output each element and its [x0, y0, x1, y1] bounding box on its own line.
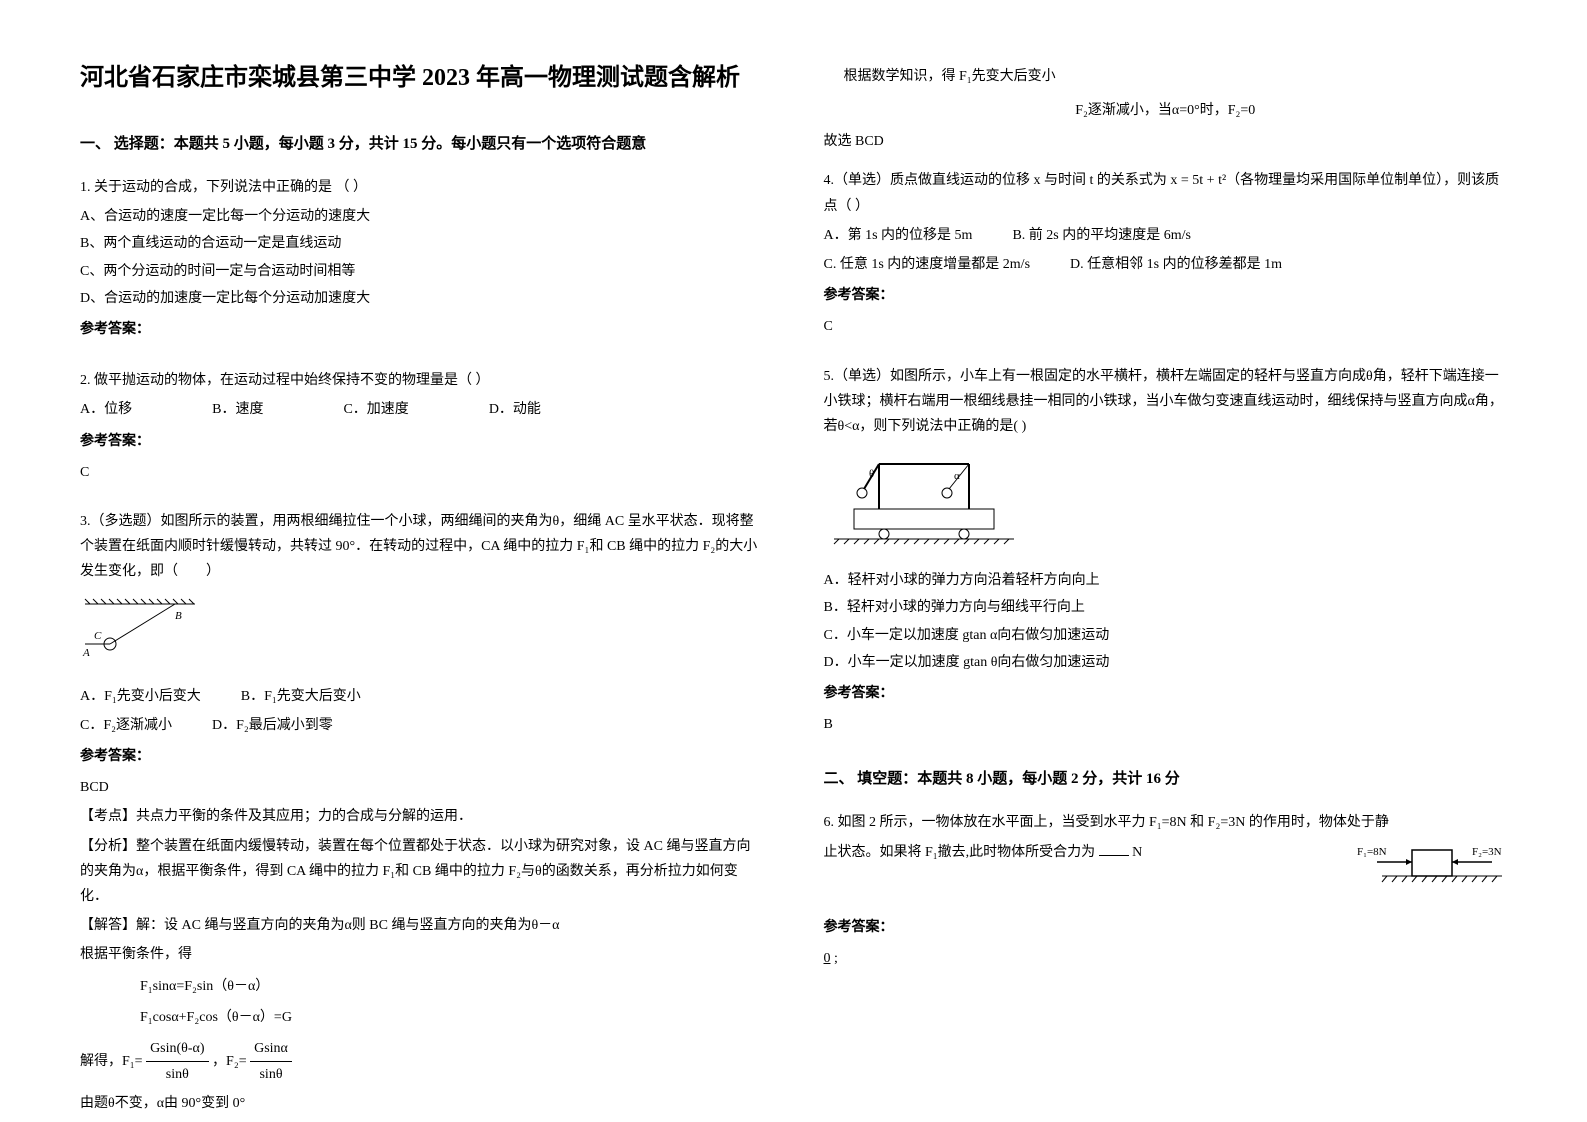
q6-stem3: N [1132, 845, 1142, 860]
q3-option-a: A．F₁先变小后变大 [80, 684, 201, 709]
svg-text:α: α [954, 470, 960, 482]
q5-option-c: C．小车一定以加速度 gtan α向右做匀加速运动 [824, 623, 1508, 648]
question-3: 3.（多选题）如图所示的装置，用两根细绳拉住一个小球，两细绳间的夹角为θ，细绳 … [80, 509, 764, 1121]
svg-text:C: C [94, 630, 102, 642]
question-2: 2. 做平抛运动的物体，在运动过程中始终保持不变的物理量是（ ） A．位移 B．… [80, 368, 764, 489]
document-title: 河北省石家庄市栾城县第三中学 2023 年高一物理测试题含解析 [80, 60, 764, 96]
q3-cont-line3: 故选 BCD [824, 129, 1508, 154]
q3-option-d: D．F₂最后减小到零 [212, 713, 333, 738]
q5-diagram: θ α [824, 449, 1508, 558]
q3-frac1: Gsin(θ-α) sinθ [146, 1036, 208, 1087]
q3-formula2: F₁cosα+F₂cos（θ－α）=G [140, 1005, 764, 1030]
q5-answer: B [824, 712, 1508, 737]
question-1: 1. 关于运动的合成，下列说法中正确的是 （ ） A、合运动的速度一定比每一个分… [80, 175, 764, 348]
q4-options-ab: A．第 1s 内的位移是 5m B. 前 2s 内的平均速度是 6m/s [824, 223, 1508, 248]
question-4: 4.（单选）质点做直线运动的位移 x 与时间 t 的关系式为 x = 5t + … [824, 168, 1508, 343]
q3-cont-line2: F₂逐渐减小，当α=0°时，F₂=0 [824, 99, 1508, 119]
q3-frac2-num: Gsinα [250, 1036, 292, 1062]
q6-answer-val: 0 [824, 951, 831, 966]
q3-cont-line1: 根据数学知识，得 F₁先变大后变小 [844, 64, 1508, 89]
q3-jieda: 【解答】解：设 AC 绳与竖直方向的夹角为α则 BC 绳与竖直方向的夹角为θ－α [80, 913, 764, 938]
q4-answer-label: 参考答案： [824, 283, 1508, 308]
q3-jieda2: 根据平衡条件，得 [80, 942, 764, 967]
q3-frac1-den: sinθ [146, 1062, 208, 1087]
q2-option-c: C．加速度 [343, 397, 408, 422]
q3-diagram: B C A [80, 594, 764, 673]
q4-option-c: C. 任意 1s 内的速度增量都是 2m/s [824, 252, 1031, 277]
q6-diagram: F₁=8N F₂=3N [1337, 840, 1507, 909]
svg-text:A: A [82, 647, 90, 659]
q2-answer-label: 参考答案： [80, 429, 764, 454]
q4-option-a: A．第 1s 内的位移是 5m [824, 223, 973, 248]
q6-row: 止状态。如果将 F₁撤去,此时物体所受合力为 N F₁=8N F₂=3N [824, 840, 1508, 909]
q2-option-a: A．位移 [80, 397, 132, 422]
q6-stem2: 止状态。如果将 F₁撤去,此时物体所受合力为 [824, 845, 1096, 860]
svg-text:θ: θ [869, 468, 874, 480]
q6-answer-label: 参考答案： [824, 915, 1508, 940]
q4-stem: 4.（单选）质点做直线运动的位移 x 与时间 t 的关系式为 x = 5t + … [824, 168, 1508, 218]
q5-option-b: B．轻杆对小球的弹力方向与细线平行向上 [824, 595, 1508, 620]
q5-diagram-svg: θ α [824, 449, 1024, 549]
q6-blank [1099, 855, 1129, 856]
question-5: 5.（单选）如图所示，小车上有一根固定的水平横杆，横杆左端固定的轻杆与竖直方向成… [824, 364, 1508, 742]
q5-answer-label: 参考答案： [824, 681, 1508, 706]
section2-header: 二、 填空题：本题共 8 小题，每小题 2 分，共计 16 分 [824, 767, 1508, 788]
q3-jieda3-row: 解得，F₁= Gsin(θ-α) sinθ ，F₂= Gsinα sinθ [80, 1036, 764, 1087]
q3-formula1: F₁sinα=F₂sin（θ－α） [140, 974, 764, 999]
q3-frac1-num: Gsin(θ-α) [146, 1036, 208, 1062]
svg-text:F₁=8N: F₁=8N [1357, 846, 1387, 858]
q4-answer: C [824, 314, 1508, 339]
question-6: 6. 如图 2 所示，一物体放在水平面上，当受到水平力 F₁=8N 和 F₂=3… [824, 810, 1508, 975]
q3-stem: 3.（多选题）如图所示的装置，用两根细绳拉住一个小球，两细绳间的夹角为θ，细绳 … [80, 509, 764, 585]
left-column: 河北省石家庄市栾城县第三中学 2023 年高一物理测试题含解析 一、 选择题：本… [80, 60, 764, 1062]
q3-option-b: B．F₁先变大后变小 [241, 684, 361, 709]
q6-answer: 0 ; [824, 946, 1508, 971]
q1-stem: 1. 关于运动的合成，下列说法中正确的是 （ ） [80, 175, 764, 200]
q2-stem: 2. 做平抛运动的物体，在运动过程中始终保持不变的物理量是（ ） [80, 368, 764, 393]
q5-option-d: D．小车一定以加速度 gtan θ向右做匀加速运动 [824, 650, 1508, 675]
q3-answer-label: 参考答案： [80, 744, 764, 769]
q1-option-b: B、两个直线运动的合运动一定是直线运动 [80, 231, 764, 256]
q3-jieda5: 由题θ不变，α由 90°变到 0° [80, 1091, 764, 1116]
q3-options-ab: A．F₁先变小后变大 B．F₁先变大后变小 [80, 684, 764, 709]
q1-answer-label: 参考答案： [80, 317, 764, 342]
q2-option-d: D．动能 [489, 397, 541, 422]
q4-options-cd: C. 任意 1s 内的速度增量都是 2m/s D. 任意相邻 1s 内的位移差都… [824, 252, 1508, 277]
q3-option-c: C．F₂逐渐减小 [80, 713, 172, 738]
right-column: 根据数学知识，得 F₁先变大后变小 F₂逐渐减小，当α=0°时，F₂=0 故选 … [824, 60, 1508, 1062]
q3-kaodian: 【考点】共点力平衡的条件及其应用；力的合成与分解的运用． [80, 804, 764, 829]
q5-option-a: A．轻杆对小球的弹力方向沿着轻杆方向向上 [824, 568, 1508, 593]
q3-frac2: Gsinα sinθ [250, 1036, 292, 1087]
q1-option-d: D、合运动的加速度一定比每个分运动加速度大 [80, 286, 764, 311]
q3-options-cd: C．F₂逐渐减小 D．F₂最后减小到零 [80, 713, 764, 738]
q2-options: A．位移 B．速度 C．加速度 D．动能 [80, 397, 764, 422]
section1-header: 一、 选择题：本题共 5 小题，每小题 3 分，共计 15 分。每小题只有一个选… [80, 132, 764, 153]
q3-jieda3: 解得，F₁= [80, 1054, 143, 1069]
q1-option-a: A、合运动的速度一定比每一个分运动的速度大 [80, 204, 764, 229]
q2-option-b: B．速度 [212, 397, 263, 422]
svg-text:F₂=3N: F₂=3N [1472, 846, 1502, 858]
q3-jieda4: ，F₂= [212, 1054, 247, 1069]
q6-text-wrap: 止状态。如果将 F₁撤去,此时物体所受合力为 N [824, 840, 1328, 865]
q3-diagram-svg: B C A [80, 594, 200, 664]
q4-option-d: D. 任意相邻 1s 内的位移差都是 1m [1070, 252, 1282, 277]
svg-text:B: B [175, 610, 182, 622]
q1-option-c: C、两个分运动的时间一定与合运动时间相等 [80, 259, 764, 284]
q5-stem: 5.（单选）如图所示，小车上有一根固定的水平横杆，横杆左端固定的轻杆与竖直方向成… [824, 364, 1508, 440]
q3-fenxi: 【分析】整个装置在纸面内缓慢转动，装置在每个位置都处于状态．以小球为研究对象，设… [80, 834, 764, 910]
q3-frac2-den: sinθ [250, 1062, 292, 1087]
q4-option-b: B. 前 2s 内的平均速度是 6m/s [1012, 223, 1191, 248]
q3-answer: BCD [80, 775, 764, 800]
q2-answer: C [80, 460, 764, 485]
q6-diagram-svg: F₁=8N F₂=3N [1337, 840, 1507, 900]
q6-stem1: 6. 如图 2 所示，一物体放在水平面上，当受到水平力 F₁=8N 和 F₂=3… [824, 810, 1508, 835]
